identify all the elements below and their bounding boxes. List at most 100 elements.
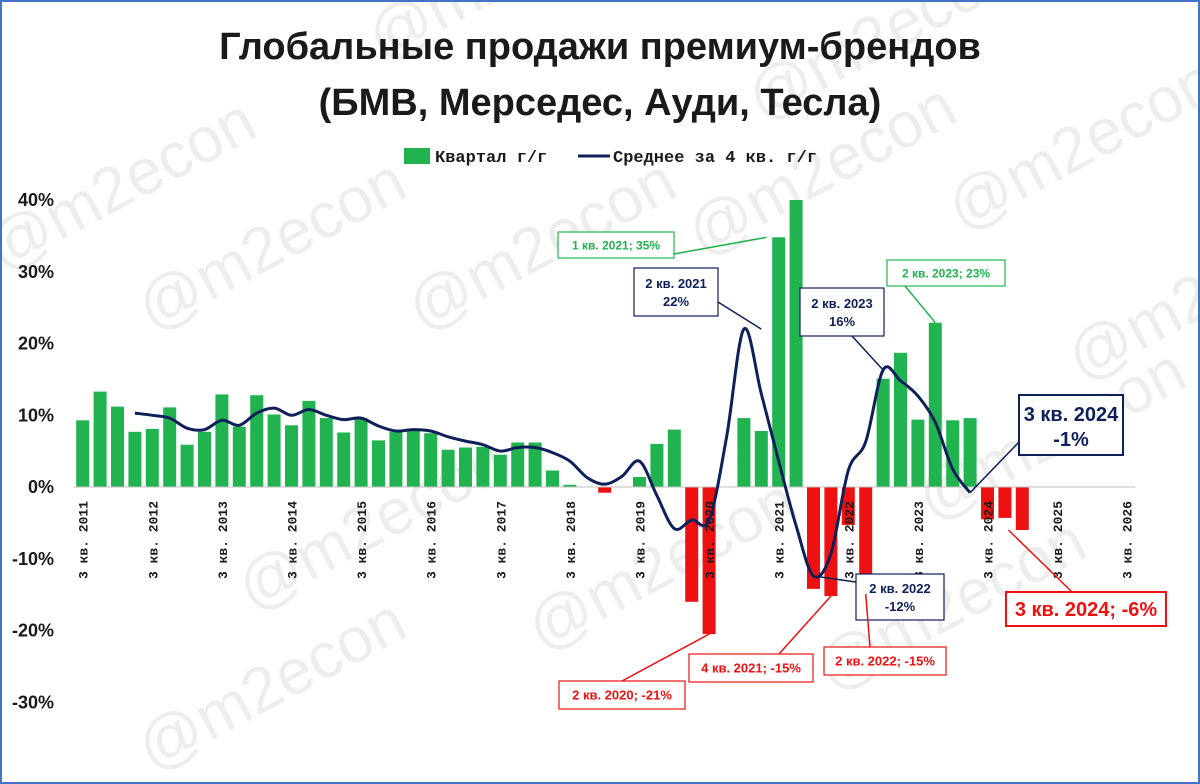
- bar-51: [946, 420, 960, 487]
- callout-leader-2: [904, 285, 936, 324]
- callout-label-3: 2 кв. 2021: [645, 276, 706, 291]
- callout-label-2: 2 кв. 2023; 23%: [902, 266, 990, 280]
- callout-3: 2 кв. 2021 22%: [633, 267, 762, 330]
- bar-34: [650, 443, 664, 487]
- bar-17: [354, 418, 368, 487]
- bar-39: [737, 418, 751, 487]
- bar-9: [215, 394, 229, 487]
- x-axis: 3 кв. 2011 3 кв. 2012 3 кв. 2013 3 кв. 2014…: [74, 486, 1136, 579]
- callout-label-1: 1 кв. 2021; 35%: [572, 238, 660, 252]
- bar-48: [894, 352, 907, 487]
- y-tick-label-5: 0%: [28, 477, 54, 497]
- callout-leader-10: [1007, 529, 1073, 593]
- bar-series: [76, 200, 1029, 635]
- x-tick-label-6: 3 кв. 2016: [425, 501, 440, 579]
- y-tick-label-2: 30%: [18, 262, 54, 282]
- bar-22: [441, 449, 455, 487]
- y-tick-label-7: -20%: [12, 621, 54, 641]
- line-series: [134, 327, 972, 579]
- callout-box-6: [1018, 394, 1124, 456]
- callout-label-7: 2 кв. 2020; -21%: [572, 688, 672, 703]
- bar-12: [267, 414, 281, 487]
- chart-title-line-2: (БМВ, Мерседес, Ауди, Тесла): [319, 82, 882, 124]
- bar-45: [841, 487, 855, 525]
- callout-label-10: 3 кв. 2024; -6%: [1015, 599, 1158, 621]
- callout-7: 2 кв. 2020; -21%: [558, 633, 710, 710]
- bar-35: [667, 429, 681, 487]
- watermark-10: @m2econ: [515, 463, 807, 664]
- bar-23: [459, 447, 472, 487]
- callout-box-8: [688, 653, 814, 683]
- average-line: [134, 327, 972, 579]
- callout-6: 3 кв. 2024 -1%: [969, 394, 1124, 494]
- x-tick-label-13: 3 кв. 2023: [912, 501, 927, 579]
- callout-10: 3 кв. 2024; -6%: [1005, 529, 1167, 627]
- bar-11: [250, 395, 264, 487]
- bar-16: [337, 432, 351, 487]
- callout-leader-7: [621, 633, 710, 682]
- callout-box-2: [886, 259, 1006, 287]
- bar-29: [563, 484, 577, 487]
- bar-53: [981, 487, 994, 520]
- callout-box-5: [855, 573, 945, 621]
- callout-label-4: 2 кв. 2023: [811, 296, 872, 311]
- x-tick-label-3: 3 кв. 2013: [216, 501, 231, 579]
- callout-layer: 1 кв. 2021; 35% 2 кв. 2023; 23% 2 кв. 2021…: [557, 231, 1167, 710]
- callout-value-3: 22%: [663, 294, 689, 309]
- bar-8: [198, 431, 211, 487]
- y-tick-label-1: 40%: [18, 190, 54, 210]
- callout-box-9: [823, 646, 947, 676]
- callout-box-3: [633, 267, 719, 317]
- bar-21: [424, 433, 438, 487]
- watermark-6: @m2econ: [935, 43, 1198, 244]
- bar-20: [406, 429, 420, 487]
- bar-54: [998, 487, 1012, 518]
- bar-5: [145, 428, 159, 487]
- callout-label-8: 4 кв. 2021; -15%: [701, 661, 801, 676]
- y-axis: 40% 30% 20% 10% 0% -10% -20% -30%: [12, 190, 54, 712]
- bar-31: [598, 487, 612, 493]
- bar-36: [685, 487, 699, 602]
- y-tick-label-4: 10%: [18, 405, 54, 425]
- bar-55: [1015, 487, 1029, 530]
- x-tick-label-1: 3 кв. 2011: [77, 501, 92, 579]
- y-tick-label-8: -30%: [12, 692, 54, 712]
- callout-value-6: -1%: [1053, 429, 1089, 451]
- callout-leader-6: [969, 441, 1020, 494]
- callout-label-5: 2 кв. 2022: [869, 581, 930, 596]
- bar-2: [93, 391, 107, 487]
- bar-50: [928, 322, 942, 487]
- bar-47: [876, 378, 890, 487]
- bar-43: [807, 487, 820, 589]
- bar-15: [319, 418, 333, 487]
- bar-3: [111, 406, 124, 487]
- x-tick-label-14: 3 кв. 2024: [982, 501, 997, 579]
- x-tick-label-16: 3 кв. 2026: [1121, 501, 1136, 579]
- bar-1: [76, 420, 90, 487]
- bar-7: [180, 444, 194, 487]
- x-tick-label-2: 3 кв. 2012: [146, 501, 161, 579]
- callout-leader-5: [813, 575, 857, 583]
- bar-6: [163, 407, 177, 487]
- x-tick-label-10: 3 кв. 2020: [703, 501, 718, 579]
- bar-44: [824, 487, 838, 597]
- x-tick-label-5: 3 кв. 2015: [355, 501, 370, 579]
- bar-25: [493, 454, 507, 487]
- callout-4: 2 кв. 2023 16%: [799, 287, 885, 371]
- legend: Квартал г/г Среднее за 4 кв. г/г: [404, 148, 817, 168]
- callout-1: 1 кв. 2021; 35%: [557, 231, 767, 259]
- bar-40: [754, 431, 768, 487]
- callout-box-1: [557, 231, 675, 259]
- callout-box-4: [799, 287, 885, 337]
- bar-24: [476, 446, 490, 487]
- bar-27: [528, 442, 542, 487]
- callout-9: 2 кв. 2022; -15%: [823, 593, 947, 676]
- callout-leader-3: [717, 301, 762, 330]
- legend-bar-swatch: [404, 148, 430, 164]
- x-tick-label-4: 3 кв. 2014: [286, 501, 301, 579]
- legend-label-average: Среднее за 4 кв. г/г: [613, 149, 817, 168]
- legend-label-quarter: Квартал г/г: [435, 149, 547, 168]
- callout-leader-1: [673, 236, 767, 255]
- y-tick-label-6: -10%: [12, 549, 54, 569]
- callout-value-5: -12%: [885, 599, 916, 614]
